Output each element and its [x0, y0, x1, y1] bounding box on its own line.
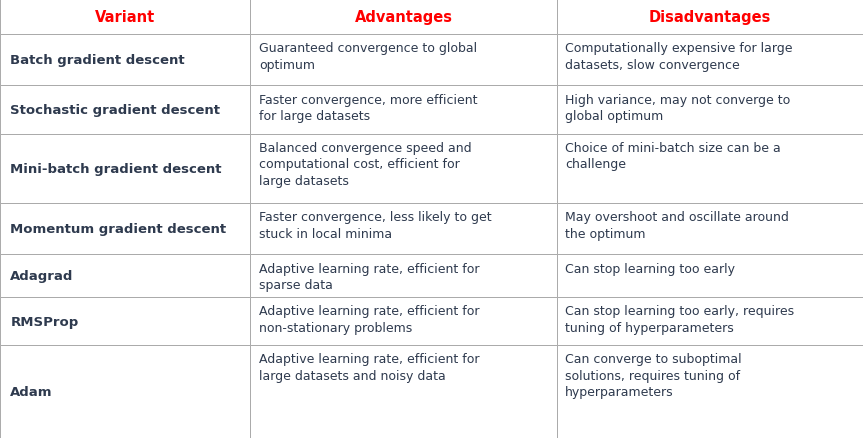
Bar — [250, 86, 557, 134]
Text: Advantages: Advantages — [355, 10, 452, 25]
Text: Balanced convergence speed and
computational cost, efficient for
large datasets: Balanced convergence speed and computati… — [259, 141, 471, 187]
Text: Can converge to suboptimal
solutions, requires tuning of
hyperparameters: Can converge to suboptimal solutions, re… — [565, 353, 742, 399]
Text: Faster convergence, less likely to get
stuck in local minima: Faster convergence, less likely to get s… — [259, 211, 492, 240]
Bar — [250, 134, 557, 204]
Text: Adaptive learning rate, efficient for
non-stationary problems: Adaptive learning rate, efficient for no… — [259, 304, 480, 334]
Bar — [250, 297, 557, 346]
Text: May overshoot and oscillate around
the optimum: May overshoot and oscillate around the o… — [565, 211, 789, 240]
Bar — [557, 134, 863, 204]
Text: Guaranteed convergence to global
optimum: Guaranteed convergence to global optimum — [259, 42, 477, 71]
Bar — [557, 346, 863, 438]
Text: RMSProp: RMSProp — [10, 315, 79, 328]
Text: Adagrad: Adagrad — [10, 270, 73, 283]
Bar — [250, 204, 557, 255]
Bar — [0, 0, 250, 35]
Bar — [557, 86, 863, 134]
Text: Momentum gradient descent: Momentum gradient descent — [10, 223, 226, 236]
Text: Mini-batch gradient descent: Mini-batch gradient descent — [10, 162, 222, 176]
Bar — [557, 35, 863, 86]
Text: Stochastic gradient descent: Stochastic gradient descent — [10, 104, 220, 117]
Bar — [0, 255, 250, 297]
Bar — [250, 0, 557, 35]
Text: Can stop learning too early: Can stop learning too early — [565, 262, 735, 275]
Bar — [0, 86, 250, 134]
Bar — [557, 0, 863, 35]
Text: Faster convergence, more efficient
for large datasets: Faster convergence, more efficient for l… — [259, 93, 477, 123]
Text: Can stop learning too early, requires
tuning of hyperparameters: Can stop learning too early, requires tu… — [565, 304, 794, 334]
Text: Adaptive learning rate, efficient for
sparse data: Adaptive learning rate, efficient for sp… — [259, 262, 480, 291]
Bar — [250, 346, 557, 438]
Text: High variance, may not converge to
global optimum: High variance, may not converge to globa… — [565, 93, 791, 123]
Text: Disadvantages: Disadvantages — [649, 10, 771, 25]
Bar — [250, 255, 557, 297]
Bar — [0, 346, 250, 438]
Bar — [250, 35, 557, 86]
Bar — [0, 297, 250, 346]
Bar — [0, 134, 250, 204]
Text: Adaptive learning rate, efficient for
large datasets and noisy data: Adaptive learning rate, efficient for la… — [259, 353, 480, 382]
Text: Choice of mini-batch size can be a
challenge: Choice of mini-batch size can be a chall… — [565, 141, 781, 171]
Bar — [0, 35, 250, 86]
Text: Adam: Adam — [10, 385, 53, 398]
Bar — [557, 255, 863, 297]
Text: Variant: Variant — [95, 10, 155, 25]
Bar — [0, 204, 250, 255]
Text: Computationally expensive for large
datasets, slow convergence: Computationally expensive for large data… — [565, 42, 793, 71]
Bar — [557, 204, 863, 255]
Bar — [557, 297, 863, 346]
Text: Batch gradient descent: Batch gradient descent — [10, 54, 185, 67]
